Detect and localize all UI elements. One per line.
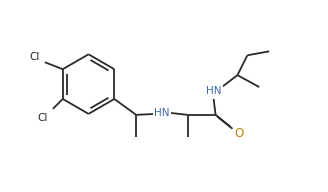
Text: HN: HN: [154, 108, 170, 118]
Text: HN: HN: [206, 86, 221, 96]
Text: Cl: Cl: [38, 113, 48, 123]
Text: O: O: [235, 127, 244, 140]
Text: Cl: Cl: [30, 52, 40, 62]
